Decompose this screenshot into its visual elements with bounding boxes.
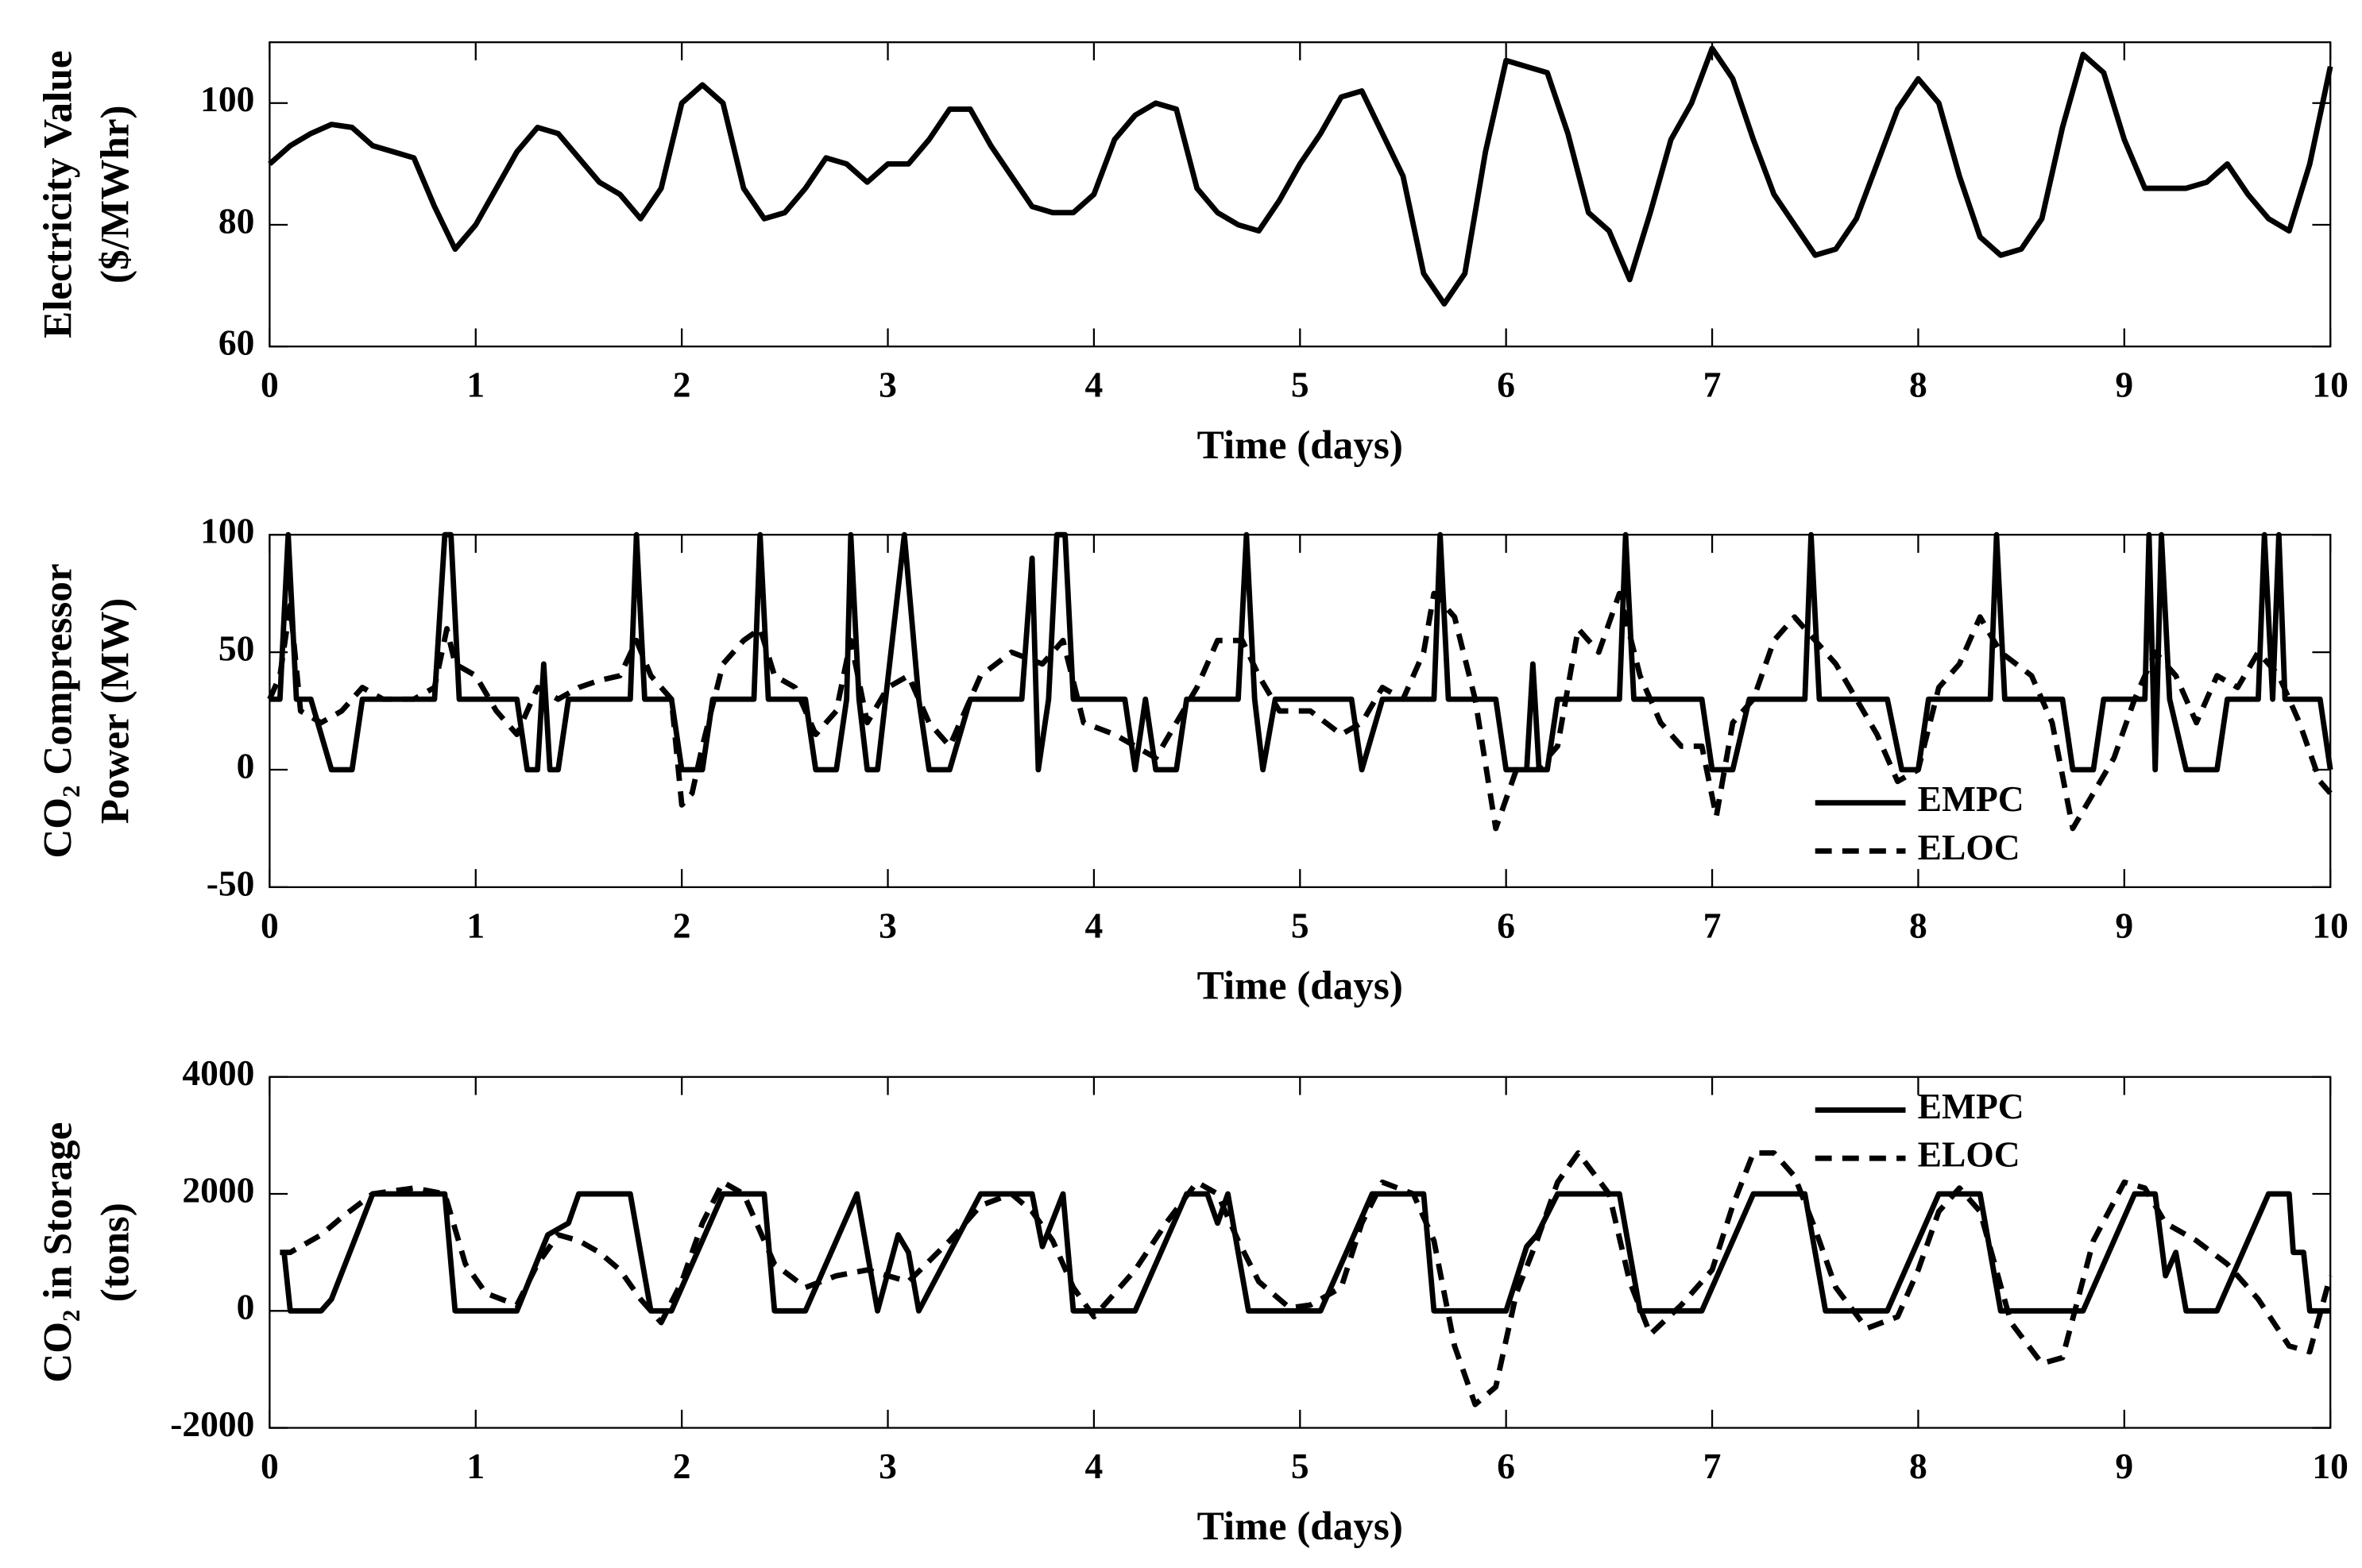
y-tick-label: 60 — [218, 322, 255, 363]
x-axis-label: Time (days) — [1197, 423, 1403, 468]
axes-box — [269, 534, 2332, 889]
legend-label: ELOC — [1918, 827, 2020, 867]
x-tick-label: 10 — [2312, 1446, 2348, 1486]
y-axis-label: CO₂ in Storage — [35, 1122, 80, 1383]
x-tick-label: 1 — [466, 905, 485, 945]
x-tick-label: 5 — [1291, 1446, 1309, 1486]
x-tick-label: 3 — [879, 1446, 897, 1486]
x-tick-label: 6 — [1497, 365, 1515, 405]
x-tick-label: 7 — [1703, 905, 1722, 945]
legend-label: EMPC — [1918, 778, 2024, 819]
x-tick-label: 0 — [261, 1446, 279, 1486]
x-tick-label: 2 — [673, 365, 691, 405]
legend-label: ELOC — [1918, 1134, 2020, 1175]
x-tick-label: 5 — [1291, 905, 1309, 945]
y-tick-label: 100 — [200, 511, 254, 551]
x-tick-label: 10 — [2312, 905, 2348, 945]
y-axis-label: Electricity Value — [35, 50, 80, 338]
x-tick-label: 1 — [466, 365, 485, 405]
y-axis-label: (tons) — [93, 1203, 138, 1302]
x-tick-label: 9 — [2115, 365, 2133, 405]
x-tick-label: 3 — [879, 905, 897, 945]
x-axis-label: Time (days) — [1197, 1504, 1403, 1549]
legend-label: EMPC — [1918, 1086, 2024, 1126]
x-tick-label: 1 — [466, 1446, 485, 1486]
x-tick-label: 6 — [1497, 905, 1515, 945]
series-line — [267, 590, 2333, 832]
axes-box — [269, 1076, 2332, 1429]
series-line — [269, 531, 2333, 773]
y-axis-label: CO₂ Compressor — [35, 563, 80, 858]
y-tick-label: 4000 — [182, 1052, 254, 1093]
x-tick-label: 7 — [1703, 365, 1722, 405]
plot-area — [269, 42, 2331, 347]
x-tick-label: 9 — [2115, 905, 2133, 945]
y-axis-label: Power (MW) — [93, 598, 138, 825]
plot-area — [269, 1076, 2331, 1428]
y-tick-label: 80 — [218, 200, 255, 241]
x-tick-label: 4 — [1085, 365, 1104, 405]
y-axis-label: ($/MWhr) — [93, 105, 138, 284]
series-line — [268, 45, 2333, 307]
x-tick-label: 8 — [1909, 905, 1927, 945]
x-tick-label: 2 — [673, 1446, 691, 1486]
x-axis-label: Time (days) — [1197, 964, 1403, 1009]
x-tick-label: 8 — [1909, 365, 1927, 405]
y-tick-label: 100 — [200, 79, 254, 119]
y-tick-label: 0 — [237, 745, 255, 786]
x-tick-label: 0 — [261, 365, 279, 405]
x-tick-label: 8 — [1909, 1446, 1927, 1486]
series-line — [280, 1150, 2333, 1408]
x-tick-label: 5 — [1291, 365, 1309, 405]
axes-box — [269, 41, 2332, 348]
x-tick-label: 10 — [2312, 365, 2348, 405]
y-tick-label: -2000 — [170, 1404, 254, 1444]
x-tick-label: 3 — [879, 365, 897, 405]
x-tick-label: 4 — [1085, 1446, 1104, 1486]
x-tick-label: 6 — [1497, 1446, 1515, 1486]
x-tick-label: 7 — [1703, 1446, 1722, 1486]
y-tick-label: 50 — [218, 628, 255, 669]
y-tick-label: 2000 — [182, 1169, 254, 1210]
x-tick-label: 4 — [1085, 905, 1104, 945]
x-tick-label: 2 — [673, 905, 691, 945]
y-tick-label: -50 — [207, 863, 255, 903]
y-tick-label: 0 — [237, 1287, 255, 1327]
x-tick-label: 9 — [2115, 1446, 2133, 1486]
x-tick-label: 0 — [261, 905, 279, 945]
